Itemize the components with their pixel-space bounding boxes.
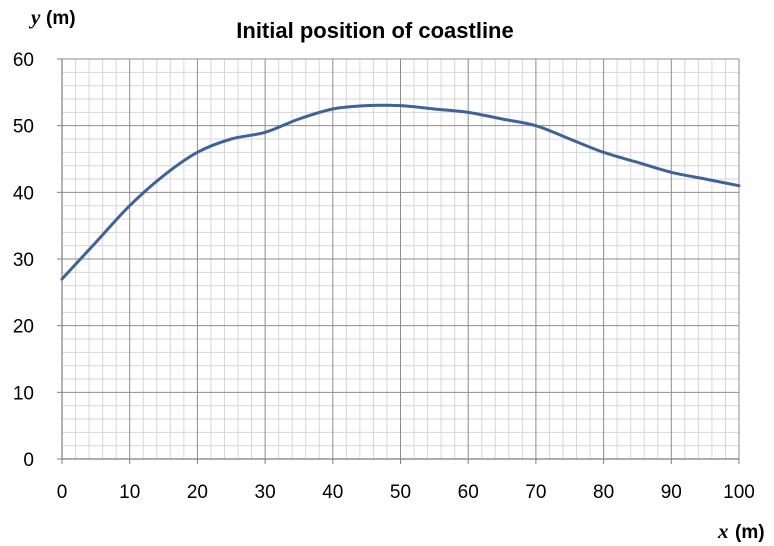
x-tick-label: 80 <box>593 482 614 503</box>
series <box>60 103 741 281</box>
tick-labels: 0 10 20 30 40 50 60 70 80 90 100 0 10 20 30 40 50 60 <box>13 50 755 503</box>
x-tick-label: 50 <box>390 482 411 503</box>
y-tick-label: 60 <box>13 50 34 71</box>
x-axis-title: x (m) <box>717 519 765 543</box>
x-tick-label: 70 <box>525 482 546 503</box>
x-tick-label: 100 <box>723 482 755 503</box>
x-axis-unit: (m) <box>735 522 765 543</box>
y-tick-label: 0 <box>23 450 34 471</box>
x-tick-label: 30 <box>255 482 276 503</box>
axes <box>57 58 740 464</box>
x-tick-label: 90 <box>661 482 682 503</box>
x-axis-variable: x <box>717 519 729 543</box>
x-tick-label: 60 <box>458 482 479 503</box>
x-tick-label: 20 <box>187 482 208 503</box>
chart-title: Initial position of coastline <box>236 18 513 43</box>
y-tick-label: 20 <box>13 317 34 338</box>
y-axis-unit: (m) <box>46 8 76 29</box>
y-tick-label: 30 <box>13 250 34 271</box>
x-tick-label: 40 <box>322 482 343 503</box>
y-tick-label: 50 <box>13 117 34 138</box>
grid <box>61 58 740 460</box>
coastline-series-line <box>60 103 741 281</box>
x-tick-label: 0 <box>57 482 68 503</box>
x-tick-label: 10 <box>119 482 140 503</box>
y-axis-title: y (m) <box>28 5 76 29</box>
y-axis-variable: y <box>28 5 41 29</box>
y-tick-label: 40 <box>13 183 34 204</box>
y-tick-label: 10 <box>13 383 34 404</box>
